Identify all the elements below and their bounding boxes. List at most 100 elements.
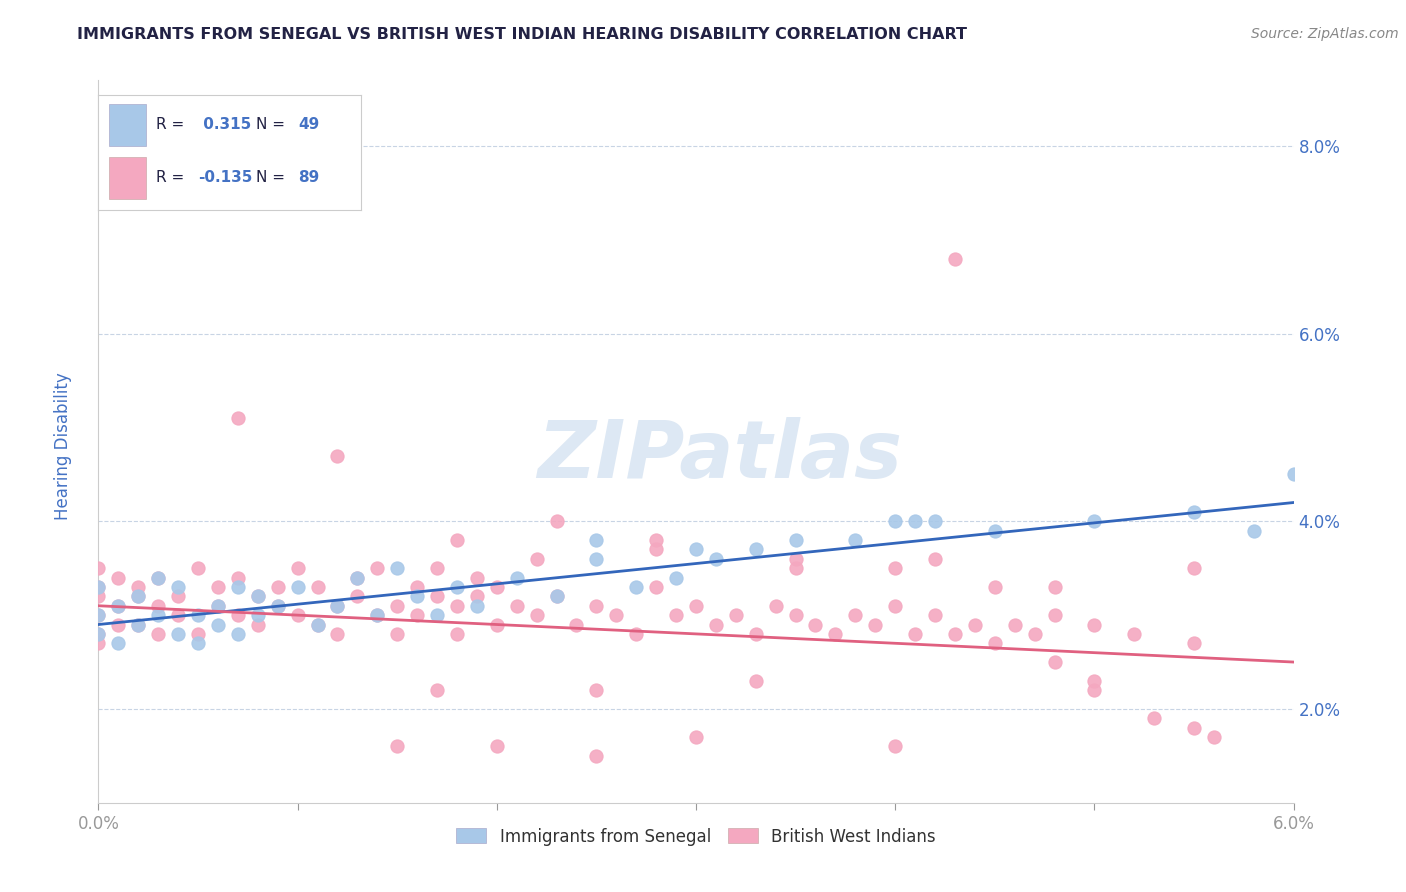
Point xyxy=(645,542,668,557)
Point xyxy=(1083,617,1105,632)
Point xyxy=(366,561,388,575)
Point xyxy=(785,561,807,575)
Point xyxy=(446,599,468,613)
Point xyxy=(385,627,409,641)
Point xyxy=(1202,730,1225,744)
Point xyxy=(485,739,508,754)
Text: Source: ZipAtlas.com: Source: ZipAtlas.com xyxy=(1251,27,1399,41)
Point xyxy=(187,636,209,650)
Point xyxy=(167,580,190,594)
Point xyxy=(704,617,727,632)
Point xyxy=(984,524,1007,538)
Point xyxy=(446,533,468,547)
Point xyxy=(267,599,290,613)
Point xyxy=(366,608,388,623)
Point xyxy=(426,590,449,604)
Point xyxy=(406,608,429,623)
Point xyxy=(127,590,149,604)
Point xyxy=(346,571,368,585)
Point xyxy=(246,590,269,604)
Point xyxy=(626,580,648,594)
Point xyxy=(745,542,768,557)
Point xyxy=(127,617,149,632)
Point xyxy=(187,627,209,641)
Point xyxy=(207,599,229,613)
Point xyxy=(87,580,110,594)
Point xyxy=(943,627,966,641)
Point xyxy=(465,571,488,585)
Point xyxy=(1004,617,1026,632)
Point xyxy=(1182,561,1205,575)
Point xyxy=(943,252,966,266)
Point xyxy=(765,599,787,613)
Point xyxy=(884,514,907,528)
Point xyxy=(87,590,110,604)
Point xyxy=(187,608,209,623)
Point xyxy=(1043,608,1066,623)
Point xyxy=(148,599,170,613)
Point xyxy=(1243,524,1265,538)
Point xyxy=(526,551,548,566)
Point xyxy=(904,627,927,641)
Point xyxy=(506,571,529,585)
Point xyxy=(287,608,309,623)
Point xyxy=(984,580,1007,594)
Point xyxy=(148,627,170,641)
Point xyxy=(585,551,607,566)
Point xyxy=(984,636,1007,650)
Point xyxy=(506,599,529,613)
Point xyxy=(267,580,290,594)
Point xyxy=(326,599,349,613)
Point xyxy=(824,627,846,641)
Point xyxy=(844,533,866,547)
Point xyxy=(87,608,110,623)
Point xyxy=(87,636,110,650)
Point xyxy=(1182,636,1205,650)
Point xyxy=(685,599,707,613)
Point xyxy=(585,748,607,763)
Point xyxy=(226,411,249,425)
Point xyxy=(1123,627,1146,641)
Point xyxy=(167,627,190,641)
Point xyxy=(785,533,807,547)
Point xyxy=(1083,514,1105,528)
Point xyxy=(346,571,368,585)
Point xyxy=(426,561,449,575)
Point xyxy=(207,599,229,613)
Point xyxy=(546,590,568,604)
Point xyxy=(665,571,688,585)
Point xyxy=(366,608,388,623)
Point xyxy=(87,608,110,623)
Point xyxy=(107,636,129,650)
Point xyxy=(585,683,607,698)
Point xyxy=(645,533,668,547)
Point xyxy=(87,561,110,575)
Point xyxy=(207,617,229,632)
Point xyxy=(865,617,887,632)
Point xyxy=(745,627,768,641)
Point xyxy=(307,580,329,594)
Point xyxy=(207,580,229,594)
Point xyxy=(924,551,946,566)
Point xyxy=(287,561,309,575)
Point xyxy=(326,627,349,641)
Point xyxy=(167,608,190,623)
Point xyxy=(844,608,866,623)
Point xyxy=(884,561,907,575)
Point xyxy=(745,673,768,688)
Text: ZIPatlas: ZIPatlas xyxy=(537,417,903,495)
Point xyxy=(246,608,269,623)
Point xyxy=(127,590,149,604)
Point xyxy=(287,580,309,594)
Point xyxy=(585,533,607,547)
Point xyxy=(1182,721,1205,735)
Point xyxy=(107,571,129,585)
Point xyxy=(87,627,110,641)
Point xyxy=(685,542,707,557)
Point xyxy=(246,617,269,632)
Point xyxy=(665,608,688,623)
Point xyxy=(127,617,149,632)
Text: Hearing Disability: Hearing Disability xyxy=(55,372,72,520)
Point xyxy=(785,551,807,566)
Point xyxy=(465,599,488,613)
